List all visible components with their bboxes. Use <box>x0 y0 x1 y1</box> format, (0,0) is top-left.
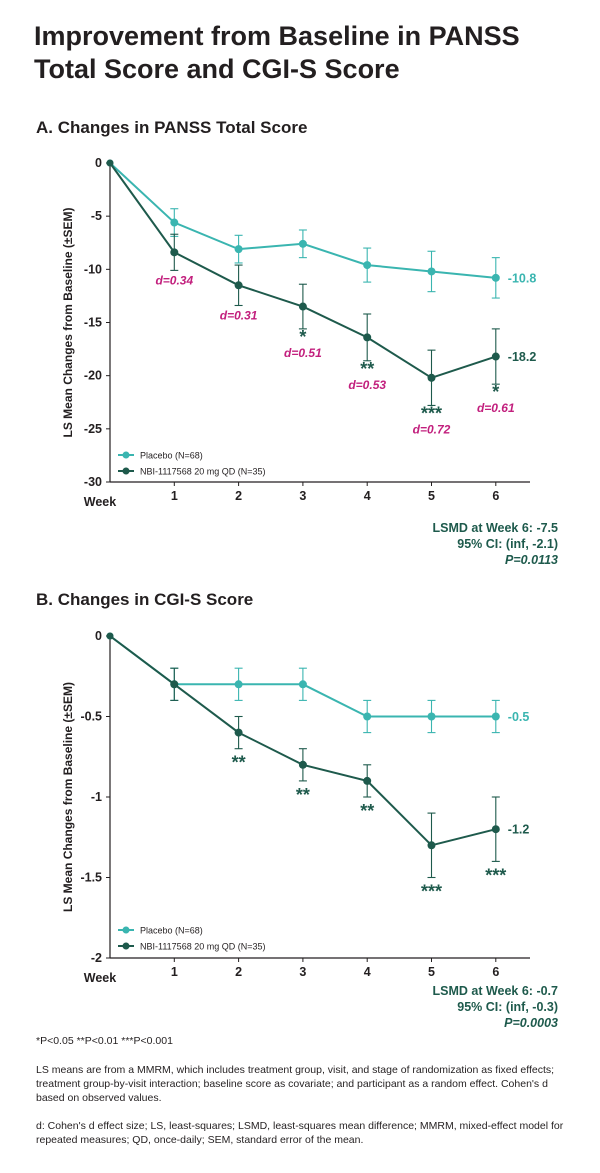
panss-legend-marker <box>122 467 130 475</box>
cgis-significance-mark: *** <box>485 865 506 885</box>
cgis-y-tick-label: -1.5 <box>80 871 102 885</box>
cgis-placebo-point <box>427 712 436 721</box>
panss-legend-label: NBI-1117568 20 mg QD (N=35) <box>140 467 265 477</box>
panss-p-line: P=0.0113 <box>505 553 558 567</box>
cgis-drug-point <box>170 680 179 689</box>
panss-placebo-point <box>491 273 500 282</box>
cgis-placebo-point <box>363 712 372 721</box>
panss-significance-mark: *** <box>421 403 442 423</box>
panss-y-tick-label: -25 <box>84 422 102 436</box>
panss-placebo-point <box>427 267 436 276</box>
cgis-drug-line <box>109 635 497 847</box>
cgis-drug-point <box>363 776 372 785</box>
panss-x-axis-label: Week <box>84 495 116 509</box>
cgis-ci-line: 95% CI: (inf, -0.3) <box>457 1000 558 1014</box>
cgis-x-axis-label: Week <box>84 971 116 985</box>
panss-x-tick-label: 6 <box>492 489 499 503</box>
cgis-legend-label: NBI-1117568 20 mg QD (N=35) <box>140 942 265 952</box>
cgis-drug-point <box>427 841 436 850</box>
cgis-drug-point <box>234 728 243 737</box>
cgis-placebo-point <box>234 680 243 689</box>
panss-significance-mark: ** <box>360 359 374 379</box>
cgis-y-axis-label: LS Mean Changes from Baseline (±SEM) <box>61 682 75 912</box>
cgis-significance-mark: ** <box>232 753 246 773</box>
cgis-legend-label: Placebo (N=68) <box>140 926 203 936</box>
cgis-lsmd-box: LSMD at Week 6: -0.7 95% CI: (inf, -0.3)… <box>338 983 558 1031</box>
cgis-drug-point <box>298 760 307 769</box>
cgis-x-tick-label: 3 <box>299 965 306 979</box>
panss-significance-mark: * <box>299 327 306 347</box>
cgis-placebo-point <box>491 712 500 721</box>
cgis-p-line: P=0.0003 <box>504 1016 558 1030</box>
panss-drug-point <box>363 333 372 342</box>
significance-footnote: *P<0.05 **P<0.01 ***P<0.001 <box>36 1035 173 1047</box>
panss-placebo-point <box>170 218 179 227</box>
cgis-placebo-point <box>298 680 307 689</box>
panss-legend-marker <box>122 451 130 459</box>
panss-drug-point <box>234 281 243 290</box>
panss-y-axis-label: LS Mean Changes from Baseline (±SEM) <box>61 208 75 438</box>
panss-ci-line: 95% CI: (inf, -2.1) <box>457 537 558 551</box>
abbreviations-footnote: d: Cohen's d effect size; LS, least-squa… <box>36 1120 564 1146</box>
cgis-drug-point <box>491 825 500 834</box>
panss-effect-size: d=0.31 <box>220 308 258 322</box>
panss-significance-mark: * <box>492 382 499 402</box>
panss-drug-point <box>427 373 436 382</box>
page-title: Improvement from Baseline in PANSS Total… <box>34 21 520 84</box>
panss-legend-label: Placebo (N=68) <box>140 451 203 461</box>
panss-x-tick-label: 5 <box>428 489 435 503</box>
panss-x-tick-label: 4 <box>364 489 371 503</box>
cgis-x-tick-label: 1 <box>171 965 178 979</box>
cgis-chart: 0 -0.5 -1 -1.5 -2 1 2 3 4 5 6 Week LS Mean Changes f… <box>61 629 530 985</box>
panss-x-tick-label: 3 <box>299 489 306 503</box>
panss-x-tick-label: 1 <box>171 489 178 503</box>
panss-y-tick-label: -5 <box>91 209 102 223</box>
cgis-y-tick-label: 0 <box>95 629 102 643</box>
panss-placebo-point <box>298 239 307 248</box>
panss-drug-point <box>298 302 307 311</box>
panss-drug-end-label: -18.2 <box>508 350 537 364</box>
panss-placebo-point <box>363 261 372 270</box>
cgis-y-tick-label: -2 <box>91 951 102 965</box>
panss-effect-size: d=0.53 <box>348 378 386 392</box>
cgis-significance-mark: ** <box>296 785 310 805</box>
panel-a-title: A. Changes in PANSS Total Score <box>36 118 308 137</box>
panss-effect-size: d=0.51 <box>284 346 322 360</box>
cgis-x-tick-label: 2 <box>235 965 242 979</box>
panss-effect-size: d=0.34 <box>155 273 193 287</box>
cgis-x-tick-label: 4 <box>364 965 371 979</box>
panss-drug-point <box>170 248 179 257</box>
cgis-drug-end-label: -1.2 <box>508 823 530 837</box>
panel-b-title: B. Changes in CGI-S Score <box>36 590 254 609</box>
panss-y-tick-label: -20 <box>84 369 102 383</box>
cgis-significance-mark: ** <box>360 801 374 821</box>
cgis-y-tick-label: -0.5 <box>80 710 102 724</box>
panss-chart: 0 -5 -10 -15 -20 -25 -30 1 2 3 4 5 6 Week LS Mean Chan… <box>61 156 537 509</box>
panss-drug-point <box>106 159 114 167</box>
cgis-x-tick-label: 5 <box>428 965 435 979</box>
panss-lsmd-line: LSMD at Week 6: -7.5 <box>432 521 558 535</box>
panss-lsmd-box: LSMD at Week 6: -7.5 95% CI: (inf, -2.1)… <box>338 520 558 568</box>
cgis-y-tick-label: -1 <box>91 790 102 804</box>
panss-x-tick-label: 2 <box>235 489 242 503</box>
panss-y-tick-label: -15 <box>84 316 102 330</box>
cgis-legend-marker <box>122 926 130 934</box>
panss-placebo-point <box>234 245 243 254</box>
cgis-significance-mark: *** <box>421 882 442 902</box>
panss-effect-size: d=0.72 <box>413 422 451 436</box>
panss-placebo-end-label: -10.8 <box>508 271 537 285</box>
panss-drug-point <box>491 352 500 361</box>
panss-y-tick-label: -10 <box>84 262 102 276</box>
cgis-x-tick-label: 6 <box>492 965 499 979</box>
cgis-lsmd-line: LSMD at Week 6: -0.7 <box>432 984 558 998</box>
panss-y-tick-label: -30 <box>84 475 102 489</box>
panss-y-tick-label: 0 <box>95 156 102 170</box>
ls-means-footnote: LS means are from a MMRM, which includes… <box>36 1064 555 1104</box>
cgis-placebo-end-label: -0.5 <box>508 710 530 724</box>
cgis-legend-marker <box>122 942 130 950</box>
panss-effect-size: d=0.61 <box>477 401 515 415</box>
cgis-drug-point <box>106 632 114 640</box>
